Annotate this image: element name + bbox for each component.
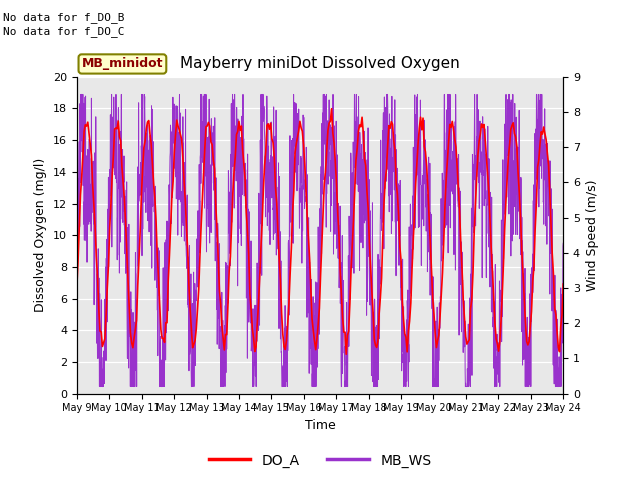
Title: Mayberry miniDot Dissolved Oxygen: Mayberry miniDot Dissolved Oxygen xyxy=(180,57,460,72)
Y-axis label: Dissolved Oxygen (mg/l): Dissolved Oxygen (mg/l) xyxy=(35,158,47,312)
X-axis label: Time: Time xyxy=(305,419,335,432)
Text: MB_minidot: MB_minidot xyxy=(82,58,163,71)
Text: No data for f_DO_B: No data for f_DO_B xyxy=(3,12,125,23)
Text: No data for f_DO_C: No data for f_DO_C xyxy=(3,26,125,37)
Legend: DO_A, MB_WS: DO_A, MB_WS xyxy=(203,448,437,473)
Y-axis label: Wind Speed (m/s): Wind Speed (m/s) xyxy=(586,180,598,291)
